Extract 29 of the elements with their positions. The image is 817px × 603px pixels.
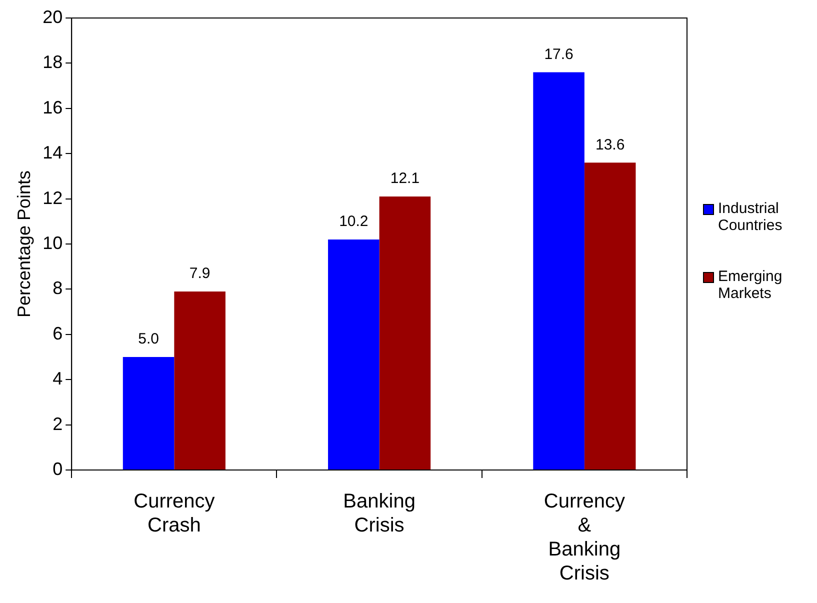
- x-tick-label: Currency Crash: [134, 490, 215, 537]
- bar: [328, 239, 380, 470]
- y-tick-label: 6: [52, 323, 63, 344]
- y-tick-label: 4: [52, 368, 63, 389]
- x-tick-label: Banking Crisis: [343, 490, 416, 537]
- x-tick-label: Currency & Banking Crisis: [544, 490, 626, 585]
- bar: [584, 162, 636, 470]
- y-tick-label: 20: [42, 6, 63, 27]
- y-axis-title: Percentage Points: [14, 170, 34, 318]
- y-tick-label: 18: [42, 52, 63, 72]
- y-tick-label: 0: [52, 458, 63, 479]
- bar: [379, 196, 431, 470]
- data-label: 12.1: [390, 170, 420, 188]
- bar: [174, 291, 226, 470]
- legend-label: Emerging Markets: [718, 268, 784, 302]
- data-label: 17.6: [544, 46, 574, 63]
- y-tick-label: 2: [52, 414, 63, 434]
- bar: [533, 72, 584, 470]
- y-tick-label: 16: [42, 97, 63, 118]
- data-label: 13.6: [595, 136, 625, 154]
- y-tick-label: 10: [42, 232, 63, 253]
- data-label: 7.9: [189, 265, 210, 282]
- data-label: 10.2: [339, 213, 368, 230]
- y-tick-label: 12: [42, 188, 63, 208]
- data-label: 5.0: [138, 330, 159, 348]
- y-tick-label: 14: [42, 142, 63, 163]
- legend-label: Industrial Countries: [718, 200, 784, 234]
- y-tick-label: 8: [52, 278, 63, 298]
- bar: [122, 357, 174, 470]
